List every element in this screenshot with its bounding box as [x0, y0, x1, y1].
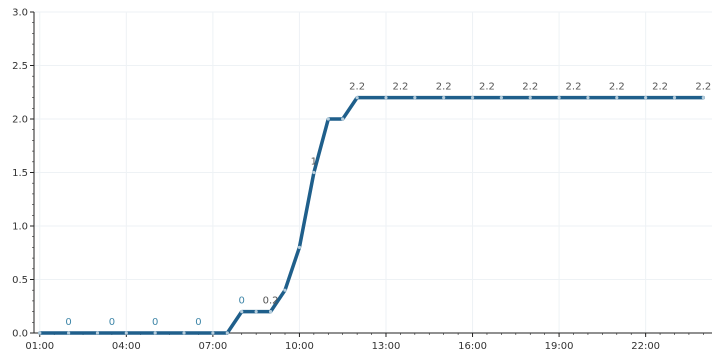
- data-point: [124, 331, 128, 335]
- y-tick-label: 1.0: [12, 222, 28, 233]
- data-point: [355, 96, 359, 100]
- data-point: [254, 310, 258, 314]
- data-point: [67, 331, 71, 335]
- data-point: [557, 96, 561, 100]
- data-point: [225, 331, 229, 335]
- data-point: [268, 310, 273, 314]
- data-label: 0: [152, 317, 158, 328]
- data-point: [341, 117, 345, 121]
- data-point: [701, 96, 705, 100]
- y-tick-label: 2.5: [12, 61, 28, 72]
- data-point: [499, 96, 503, 100]
- data-point: [586, 96, 590, 100]
- data-label: 2.2: [392, 82, 408, 93]
- data-point: [528, 96, 532, 100]
- data-points: [38, 96, 705, 335]
- y-tick-label: 3.0: [12, 8, 28, 19]
- x-tick-label: 01:00: [25, 341, 54, 352]
- data-point: [38, 331, 42, 335]
- data-point: [442, 96, 446, 100]
- x-tick-label: 10:00: [285, 341, 314, 352]
- data-label: 2.2: [609, 82, 625, 93]
- data-point: [297, 245, 302, 249]
- data-point: [211, 331, 215, 335]
- data-label: 2.2: [695, 82, 711, 93]
- data-labels: 0 0 0 0 0 0.2 1 2.2 2.2 2.2 2.2 2.2 2.2 2.2 2.2 2.2: [65, 82, 711, 328]
- data-point: [672, 96, 677, 100]
- data-point: [326, 117, 330, 121]
- data-point: [312, 170, 316, 175]
- grid: [34, 11, 712, 334]
- data-point: [283, 288, 287, 292]
- data-point: [95, 331, 100, 335]
- data-point: [240, 310, 244, 314]
- data-point: [470, 96, 475, 100]
- y-tick-label: 1.5: [12, 168, 28, 179]
- data-point: [413, 96, 417, 100]
- x-tick-label: 16:00: [458, 341, 487, 352]
- data-label: 0.2: [263, 296, 279, 307]
- data-label: 0: [239, 296, 245, 307]
- data-label: 2.2: [349, 82, 365, 93]
- x-tick-label: 22:00: [631, 341, 660, 352]
- x-tick-label: 13:00: [372, 341, 401, 352]
- series-line: [38, 95, 706, 335]
- data-point: [615, 96, 619, 100]
- data-point: [182, 331, 186, 335]
- data-point: [384, 96, 388, 100]
- y-ticks: 0.0 0.5 1.0 1.5 2.0 2.5 3.0: [12, 8, 34, 340]
- x-ticks: 01:00 04:00 07:00 10:00 13:00 16:00 19:00 22:00: [25, 333, 704, 352]
- data-label: 2.2: [652, 82, 668, 93]
- data-label: 2.2: [479, 82, 495, 93]
- data-label: 0: [65, 317, 71, 328]
- data-label: 2.2: [566, 82, 582, 93]
- y-tick-label: 0.0: [12, 329, 28, 340]
- data-point: [153, 331, 157, 335]
- y-tick-label: 0.5: [12, 275, 28, 286]
- data-label: 2.2: [436, 82, 452, 93]
- data-label: 2.2: [522, 82, 538, 93]
- x-tick-label: 19:00: [545, 341, 574, 352]
- data-label: 1: [311, 157, 317, 168]
- data-label: 0: [195, 317, 201, 328]
- data-label: 0: [109, 317, 115, 328]
- x-tick-label: 07:00: [198, 341, 227, 352]
- x-tick-label: 04:00: [112, 341, 141, 352]
- data-point: [644, 96, 648, 100]
- y-tick-label: 2.0: [12, 115, 28, 126]
